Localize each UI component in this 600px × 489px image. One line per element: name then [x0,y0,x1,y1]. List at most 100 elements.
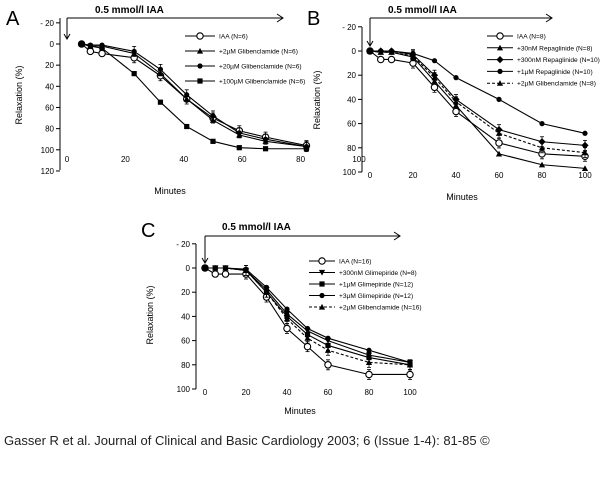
legend-label: IAA (N=16) [339,259,371,266]
y-tick-label: 80 [347,144,356,153]
series-4 [367,48,588,136]
legend-marker [197,78,203,84]
legend-label: +300nM Glimepiride (N=8) [339,270,417,277]
y-tick-label: 60 [347,120,356,129]
x-tick-label: 0 [203,388,208,397]
series-line [369,50,586,154]
legend-label: IAA (N=6) [219,34,248,41]
data-point [263,289,270,295]
stimulus-drop-arrowhead [201,257,209,264]
series-3 [79,41,310,153]
data-point [131,48,137,55]
x-tick-label: 20 [242,388,251,397]
series-2 [366,47,589,171]
data-point [406,370,414,379]
legend-label: +3µM Glimepiride (N=12) [339,293,413,300]
data-point [365,359,373,365]
x-tick-label: 80 [296,155,305,164]
chart-panel-c: C 0.5 mmol/l IAA - 20 0 20 40 60 80 100 0 20 40 60 80… [141,220,422,416]
data-point [284,306,290,312]
data-point [453,75,459,81]
x-axis-label: Minutes [446,192,478,202]
data-point [581,141,589,149]
data-point [86,47,95,56]
data-point [99,45,105,51]
data-point [376,55,385,64]
y-tick-label: 0 [186,264,191,273]
legend-label: +1µM Glimepiride (N=12) [339,282,413,289]
data-point [495,130,503,136]
data-point [581,165,589,171]
x-tick-label: 0 [368,171,373,180]
legend-marker [318,269,326,276]
series-line [369,50,586,157]
data-point [387,55,396,64]
data-point [303,342,312,351]
data-point [325,335,331,341]
data-point [201,264,209,271]
x-axis-label: Minutes [154,186,186,196]
data-point [221,270,230,278]
data-point [495,139,503,147]
data-point [212,264,219,271]
x-tick-label: 60 [324,388,333,397]
y-tick-label: 80 [181,361,190,370]
legend-label: +2µM Glibenclamide (N=8) [517,81,596,88]
data-point [236,130,242,136]
data-point [210,113,216,119]
y-tick-label: 40 [45,82,54,91]
data-point [496,96,502,102]
legend-marker [496,56,504,64]
y-axis-label: Relaxation (%) [145,285,155,344]
y-tick-label: 80 [45,125,54,134]
data-point [406,361,414,368]
data-point [582,130,588,136]
series-4 [79,41,310,152]
data-point [366,347,372,353]
data-point [79,41,85,47]
data-point [365,370,373,379]
panel-letter: A [6,8,20,30]
series-5 [201,264,414,371]
data-point [452,107,460,116]
data-point [283,324,291,333]
y-tick-label: 0 [352,47,357,56]
stimulus-arrowhead [276,13,284,23]
y-axis-label: Relaxation (%) [14,65,24,124]
data-point [184,92,190,98]
series-line [81,43,307,150]
series-line [370,50,586,146]
data-point [303,146,310,152]
legend-marker [196,47,204,54]
stimulus-drop-arrowhead [63,33,71,40]
stimulus-label: 0.5 mmol/l IAA [95,5,164,16]
y-tick-label: 100 [41,146,55,155]
x-tick-label: 0 [65,155,70,164]
data-point [388,49,395,55]
data-point [409,52,417,59]
data-point [431,58,438,64]
y-tick-label: 100 [343,168,357,177]
stimulus-arrowhead [393,231,401,241]
series-line [205,267,411,366]
stimulus-arrowhead [545,13,553,23]
data-point [324,361,332,369]
y-tick-label: - 20 [40,19,54,28]
x-tick-label: 20 [121,155,130,164]
data-point [304,335,311,341]
data-point [581,149,589,156]
legend-marker [496,32,504,40]
x-tick-label: 100 [578,171,592,180]
data-point [495,150,503,157]
data-point [304,325,311,332]
x-tick-label: 20 [409,171,418,180]
series-1 [366,47,589,162]
data-point [157,99,164,105]
data-point [430,83,439,92]
data-point [324,347,332,353]
stimulus-label: 0.5 mmol/l IAA [222,222,291,233]
legend-label: +20µM Glibenclamide (N=6) [219,64,302,71]
series-line [81,43,307,148]
data-point [262,136,269,142]
